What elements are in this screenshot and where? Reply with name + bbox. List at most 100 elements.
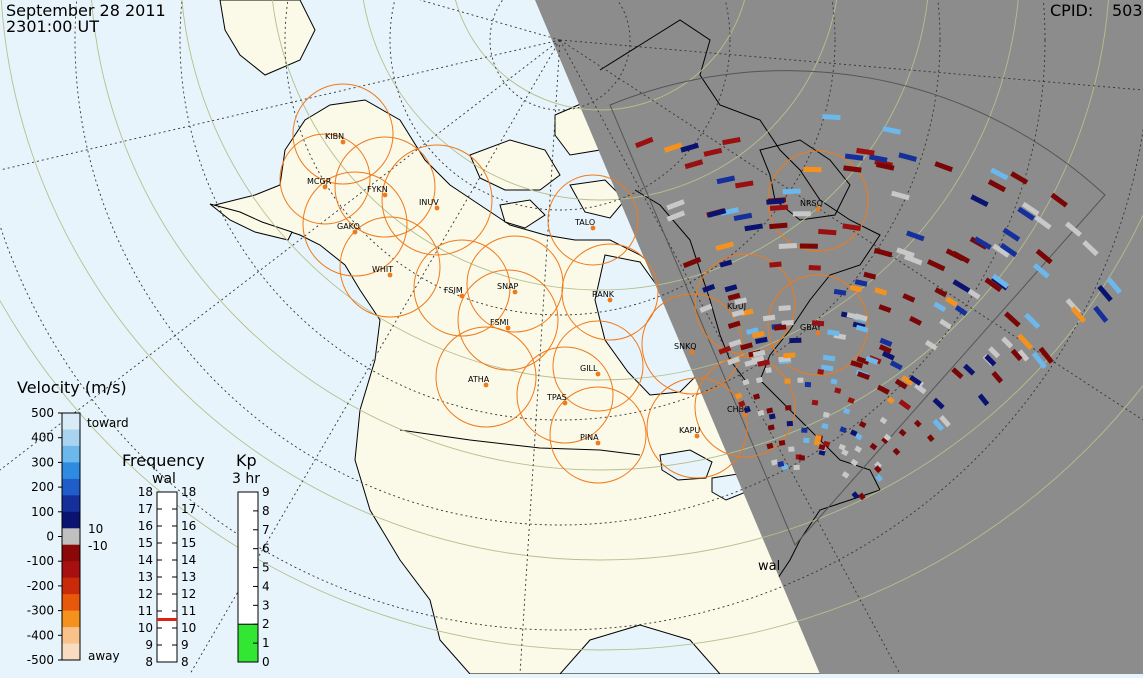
frequency-tick-labels: 18 18 17 17 16 16 15 15 14 14 13 13 12 12 11 11 10 10 9 9 8 8 — [138, 485, 197, 669]
station-marker-rank — [607, 297, 613, 303]
velocity-cell — [934, 287, 948, 298]
velocity-color-segment — [62, 495, 80, 513]
velocity-cell — [699, 303, 713, 313]
velocity-cell — [778, 243, 797, 249]
station-label-fsmi: FSMI — [490, 318, 509, 327]
velocity-cell — [1010, 348, 1023, 362]
velocity-cell — [863, 271, 877, 280]
kp-tick-labels: 9 8 7 6 5 4 3 2 1 0 — [253, 485, 270, 669]
velocity-cell — [851, 491, 860, 500]
velocity-cell — [784, 378, 791, 384]
velocity-cell — [799, 243, 818, 249]
velocity-cell — [788, 446, 795, 452]
frequency-tick-label-right: 8 — [181, 655, 189, 669]
station-marker-gill — [595, 371, 601, 377]
velocity-cell — [731, 309, 745, 318]
velocity-cell — [811, 320, 825, 327]
velocity-cell — [878, 304, 892, 313]
velocity-cell — [718, 345, 732, 355]
velocity-cell — [834, 387, 842, 394]
frequency-tick-label-right: 16 — [181, 519, 196, 533]
velocity-cell — [765, 367, 772, 374]
velocity-cell — [898, 152, 917, 162]
frequency-tick-label-left: 13 — [138, 570, 153, 584]
velocity-cell — [827, 329, 840, 337]
velocity-cell — [1034, 214, 1052, 230]
velocity-cell — [881, 436, 890, 445]
velocity-colorbar — [61, 412, 81, 661]
station-label-gbay: GBAY — [800, 323, 822, 332]
velocity-cell — [1035, 248, 1053, 265]
frequency-tick-label-right: 17 — [181, 502, 196, 516]
velocity-cell — [753, 393, 761, 400]
velocity-cells — [635, 114, 1122, 501]
station-label-snap: SNAP — [497, 282, 519, 291]
velocity-cell — [1010, 171, 1029, 185]
velocity-cell — [945, 296, 959, 307]
station-label-kibn: KIBN — [325, 132, 344, 141]
velocity-cell — [833, 288, 847, 296]
velocity-cell — [838, 443, 846, 451]
velocity-cell — [843, 165, 862, 173]
velocity-cell — [879, 416, 888, 425]
velocity-cell — [987, 179, 1007, 193]
velocity-threshold-neg: -10 — [88, 539, 108, 553]
velocity-cell — [881, 351, 895, 361]
velocity-tick-label: -400 — [27, 628, 54, 642]
header-cpid-label: CPID: — [1050, 1, 1094, 20]
velocity-cell — [746, 327, 759, 335]
alaska-panhandle-island — [209, 203, 293, 241]
velocity-cell — [865, 355, 879, 365]
velocity-cell — [785, 405, 792, 411]
velocity-cell — [934, 161, 953, 173]
frequency-tick-label-left: 17 — [138, 502, 153, 516]
velocity-color-segment — [62, 445, 80, 463]
station-marker-snap — [512, 289, 518, 295]
station-label-snkq: SNKQ — [674, 342, 697, 351]
velocity-cell — [854, 433, 863, 441]
velocity-cell — [1021, 201, 1040, 217]
velocity-cell — [803, 166, 822, 173]
velocity-cell — [992, 243, 1010, 258]
velocity-cell — [752, 349, 766, 358]
velocity-cell — [738, 400, 746, 408]
kp-tick-label: 2 — [262, 617, 270, 631]
velocity-cell — [792, 211, 811, 217]
velocity-cell — [984, 354, 997, 367]
velocity-cell — [1017, 349, 1030, 362]
velocity-cell — [734, 392, 743, 400]
velocity-cell — [1082, 240, 1099, 257]
velocity-cell — [727, 292, 741, 301]
velocity-cell — [778, 439, 786, 446]
velocity-cell — [894, 378, 908, 390]
velocity-cell — [868, 154, 888, 163]
station-label-kuuj: KUUJ — [727, 302, 746, 311]
velocity-tick-label: 300 — [31, 455, 54, 469]
velocity-cell — [830, 378, 838, 385]
fov-circle-inuv — [381, 144, 493, 256]
fov-circle-kapu — [646, 377, 748, 479]
velocity-cell — [762, 314, 776, 322]
velocity-cell — [854, 445, 862, 453]
velocity-cell — [814, 434, 822, 441]
velocity-cell — [783, 352, 796, 359]
frequency-tick-label-left: 16 — [138, 519, 153, 533]
velocity-cell — [858, 420, 867, 429]
velocity-cell — [757, 409, 765, 417]
frequency-legend: Frequency wal 18 18 17 17 16 16 15 15 14 14 13 13 12… — [122, 451, 205, 669]
velocity-cell — [727, 320, 741, 329]
station-label-inuv: INUV — [419, 198, 439, 207]
velocity-cell — [1064, 221, 1082, 237]
fov-circle-fsmi — [457, 269, 559, 371]
velocity-cell — [849, 284, 863, 293]
frequency-tick-label-left: 10 — [138, 621, 153, 635]
frequency-tick-label-right: 15 — [181, 536, 196, 550]
velocity-color-segment — [62, 544, 80, 562]
fov-circle-gbay — [767, 274, 869, 376]
velocity-cell — [839, 426, 847, 434]
velocity-cell — [740, 342, 753, 351]
kp-tick-label: 4 — [262, 579, 270, 593]
velocity-cell — [781, 319, 794, 326]
velocity-cell — [820, 364, 834, 372]
